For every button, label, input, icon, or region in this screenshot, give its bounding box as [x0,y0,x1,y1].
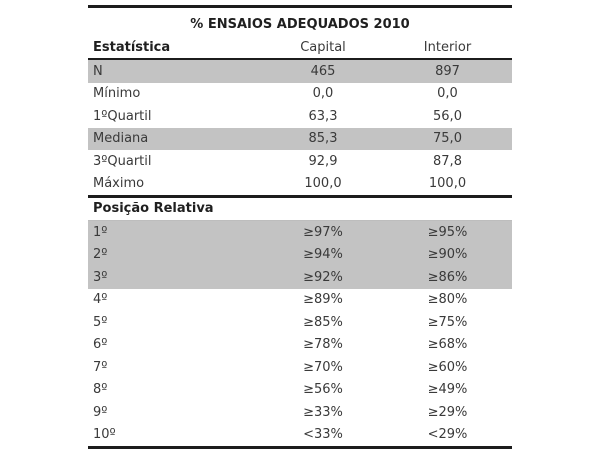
row-label-cell: 9º [93,404,108,420]
capital-value-cell: 85,3 [308,131,338,147]
row-label-cell: 2º [93,247,108,263]
interior-value-cell: ≥95% [427,224,468,240]
interior-value-cell: ≥80% [427,292,468,308]
table-row: 7º ≥70% ≥60% [88,356,512,379]
row-label-cell: 5º [93,314,108,330]
interior-value-cell: 87,8 [433,153,462,169]
capital-value-cell: ≥89% [303,292,343,308]
interior-value-cell: ≥49% [427,382,468,398]
table-row: 9º ≥33% ≥29% [88,401,512,424]
table-row: 1º ≥97% ≥95% [88,221,512,244]
table-row: Máximo 100,0 100,0 [88,173,512,196]
column-header-estatistica: Estatística [93,39,171,55]
section-header-posicao-relativa: Posição Relativa [88,198,512,221]
row-label-cell: Mínimo [93,86,141,102]
capital-value-cell: ≥92% [303,269,343,285]
row-label-cell: 10º [93,427,116,443]
capital-value-cell: ≥56% [303,382,343,398]
interior-value-cell: 897 [435,63,460,79]
interior-value-cell: ≥60% [427,359,468,375]
column-header-interior: Interior [423,39,472,55]
row-label-cell: 3º [93,269,108,285]
interior-value-cell: ≥86% [427,269,468,285]
row-label-cell: 4º [93,292,108,308]
capital-value-cell: ≥85% [303,314,343,330]
capital-value-cell: ≥33% [303,404,343,420]
column-header-row: Estatística Capital Interior [88,36,512,60]
capital-value-cell: ≥94% [303,247,343,263]
row-label-cell: 8º [93,382,108,398]
capital-value-cell: 63,3 [308,108,338,124]
interior-value-cell: 0,0 [437,86,458,102]
row-label-cell: 7º [93,359,108,375]
interior-value-cell: ≥90% [427,247,468,263]
interior-value-cell: 56,0 [433,108,462,124]
row-label-cell: 3ºQuartil [93,153,152,169]
capital-value-cell: 465 [310,63,336,79]
table-row: 3º ≥92% ≥86% [88,266,512,289]
table-row: 2º ≥94% ≥90% [88,243,512,266]
table-row: 5º ≥85% ≥75% [88,311,512,334]
row-label-cell: N [93,63,103,79]
table-row: 1ºQuartil 63,3 56,0 [88,105,512,128]
capital-value-cell: 92,9 [308,153,338,169]
table-row: Mínimo 0,0 0,0 [88,83,512,106]
table-row: 6º ≥78% ≥68% [88,334,512,357]
table-row: 10º <33% <29% [88,424,512,447]
interior-value-cell: <29% [427,427,468,443]
table-row: Mediana 85,3 75,0 [88,127,512,150]
interior-value-cell: ≥75% [427,314,468,330]
table-title: % ENSAIOS ADEQUADOS 2010 [190,17,410,32]
table-row: N 465 897 [88,60,512,83]
interior-value-cell: 75,0 [433,131,462,147]
row-label-cell: 1º [93,224,108,240]
table-row: 4º ≥89% ≥80% [88,289,512,312]
table-row: 8º ≥56% ≥49% [88,379,512,402]
statistics-section: N 465 897 Mínimo 0,0 0,0 1ºQuartil 63,3 … [88,60,512,198]
row-label-cell: Máximo [93,176,145,192]
capital-value-cell: ≥70% [303,359,343,375]
capital-value-cell: 0,0 [312,86,334,102]
row-label-cell: 6º [93,337,108,353]
position-section: 1º ≥97% ≥95% 2º ≥94% ≥90% 3º ≥92% ≥86% 4… [88,221,512,446]
capital-value-cell: 100,0 [304,176,342,192]
interior-value-cell: 100,0 [428,176,467,192]
row-label-cell: Mediana [93,131,149,147]
interior-value-cell: ≥29% [427,404,468,420]
capital-value-cell: <33% [303,427,343,443]
capital-value-cell: ≥97% [303,224,343,240]
column-header-capital: Capital [300,39,346,55]
statistics-table: % ENSAIOS ADEQUADOS 2010 Estatística Cap… [88,5,512,449]
capital-value-cell: ≥78% [303,337,343,353]
row-label-cell: 1ºQuartil [93,108,152,124]
interior-value-cell: ≥68% [427,337,468,353]
table-row: 3ºQuartil 92,9 87,8 [88,150,512,173]
